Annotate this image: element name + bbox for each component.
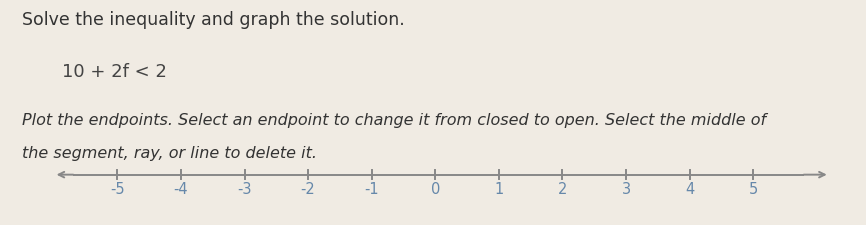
Text: 0: 0 [430, 182, 440, 197]
Text: Plot the endpoints. Select an endpoint to change it from closed to open. Select : Plot the endpoints. Select an endpoint t… [22, 112, 766, 128]
Text: Solve the inequality and graph the solution.: Solve the inequality and graph the solut… [22, 11, 404, 29]
Text: 4: 4 [685, 182, 695, 197]
Text: 1: 1 [494, 182, 503, 197]
Text: -5: -5 [110, 182, 125, 197]
Text: -1: -1 [365, 182, 379, 197]
Text: 10 + 2f < 2: 10 + 2f < 2 [62, 63, 167, 81]
Text: -2: -2 [301, 182, 315, 197]
Text: -4: -4 [173, 182, 188, 197]
Text: the segment, ray, or line to delete it.: the segment, ray, or line to delete it. [22, 146, 317, 161]
Text: 3: 3 [622, 182, 630, 197]
Text: -3: -3 [237, 182, 252, 197]
Text: 5: 5 [749, 182, 758, 197]
Text: 2: 2 [558, 182, 567, 197]
